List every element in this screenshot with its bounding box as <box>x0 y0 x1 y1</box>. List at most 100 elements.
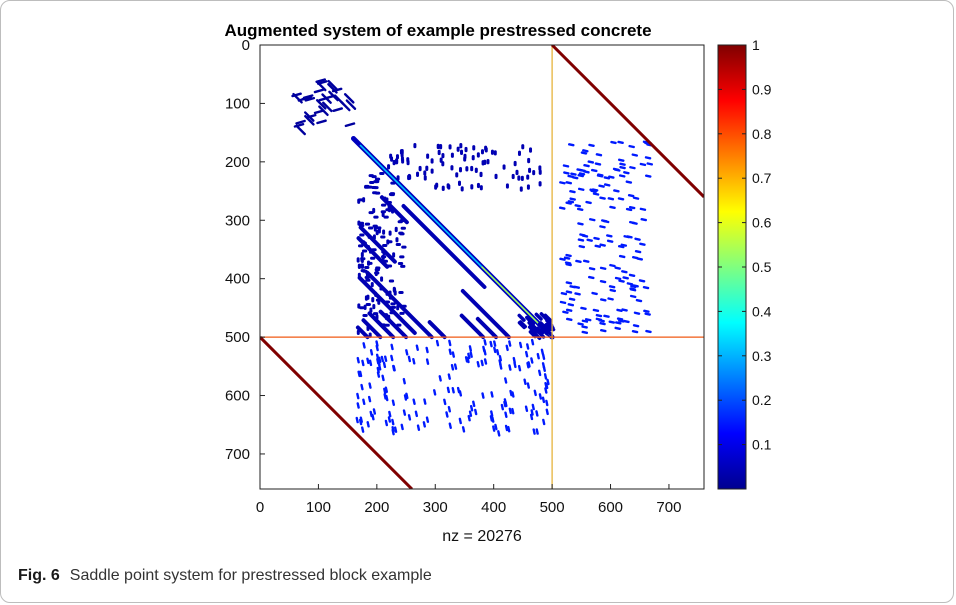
y-tick-label: 200 <box>225 154 250 171</box>
constraint-mark <box>402 425 403 429</box>
constraint-mark <box>620 175 624 176</box>
constraint-mark <box>526 352 527 356</box>
constraint-mark <box>512 392 513 396</box>
constraint-mark <box>619 198 623 199</box>
x-tick-label: 700 <box>656 499 681 516</box>
constraint-mark <box>609 198 613 199</box>
constraint-mark <box>569 144 573 145</box>
colorbar-tick-label: 0.7 <box>752 170 772 186</box>
constraint-mark <box>630 146 634 147</box>
colorbar-tick-label: 0.8 <box>752 126 772 142</box>
constraint-mark <box>536 411 537 415</box>
constraint-mark <box>520 343 521 347</box>
constraint-mark <box>623 310 627 311</box>
constraint-mark <box>382 357 383 361</box>
constraint-mark <box>581 308 585 309</box>
constraint-mark <box>485 359 486 363</box>
constraint-mark <box>409 357 410 361</box>
constraint-mark <box>646 314 650 315</box>
constraint-mark <box>569 176 573 177</box>
constraint-mark <box>505 413 506 417</box>
constraint-mark <box>392 345 393 349</box>
constraint-mark <box>622 271 626 272</box>
constraint-mark <box>583 332 587 333</box>
constraint-mark <box>636 251 640 252</box>
constraint-mark <box>506 426 507 430</box>
constraint-mark <box>614 169 618 170</box>
constraint-mark <box>532 410 533 414</box>
constraint-mark <box>560 259 564 260</box>
constraint-mark <box>616 278 620 279</box>
constraint-mark <box>630 207 634 208</box>
x-tick-label: 200 <box>364 499 389 516</box>
constraint-mark <box>583 150 587 151</box>
constraint-mark <box>560 208 564 209</box>
constraint-mark <box>377 346 378 350</box>
caption-text: Saddle point system for prestressed bloc… <box>70 567 432 584</box>
constraint-mark <box>437 341 438 345</box>
colorbar-tick-label: 0.9 <box>752 81 772 97</box>
constraint-mark <box>424 400 425 404</box>
constraint-mark <box>406 394 407 398</box>
constraint-mark <box>494 348 495 352</box>
constraint-mark <box>569 201 573 202</box>
constraint-mark <box>600 226 604 227</box>
constraint-mark <box>630 275 634 276</box>
constraint-mark <box>543 363 544 367</box>
y-tick-label: 700 <box>225 446 250 463</box>
constraint-mark <box>579 240 583 241</box>
constraint-mark <box>601 281 605 282</box>
constraint-mark <box>571 174 575 175</box>
constraint-mark <box>570 299 574 300</box>
y-tick-label: 400 <box>225 271 250 288</box>
constraint-mark <box>371 350 372 354</box>
constraint-mark <box>450 424 451 428</box>
constraint-mark <box>594 310 598 311</box>
spy-plot-figure: Augmented system of example prestressed … <box>0 0 956 560</box>
constraint-mark <box>646 331 650 332</box>
constraint-mark <box>567 182 571 183</box>
constraint-mark <box>590 219 594 220</box>
constraint-mark <box>641 164 645 165</box>
constraint-mark <box>434 390 435 394</box>
constraint-mark <box>484 350 485 354</box>
constraint-mark <box>605 184 609 185</box>
constraint-mark <box>597 315 601 316</box>
constraint-mark <box>589 162 593 163</box>
constraint-mark <box>543 355 544 359</box>
constraint-mark <box>578 209 582 210</box>
constraint-mark <box>609 298 613 299</box>
constraint-mark <box>449 375 450 379</box>
colorbar-tick-label: 0.1 <box>752 437 772 453</box>
constraint-mark <box>545 388 546 392</box>
constraint-mark <box>470 346 471 350</box>
constraint-mark <box>370 384 371 388</box>
constraint-mark <box>580 246 584 247</box>
constraint-mark <box>627 182 631 183</box>
constraint-mark <box>357 418 358 422</box>
constraint-mark <box>532 340 533 344</box>
constraint-mark <box>589 277 593 278</box>
constraint-mark <box>369 397 370 401</box>
constraint-mark <box>528 384 529 388</box>
constraint-mark <box>455 365 456 369</box>
constraint-mark <box>648 163 652 164</box>
constraint-mark <box>546 401 547 405</box>
x-tick-label: 100 <box>306 499 331 516</box>
constraint-mark <box>601 330 605 331</box>
constraint-mark <box>406 350 407 354</box>
constraint-mark <box>507 346 508 350</box>
constraint-mark <box>509 342 510 346</box>
constraint-mark <box>633 331 637 332</box>
constraint-mark <box>573 177 577 178</box>
constraint-mark <box>596 164 600 165</box>
constraint-mark <box>391 356 392 360</box>
constraint-mark <box>563 312 567 313</box>
constraint-mark <box>509 365 510 369</box>
constraint-mark <box>616 328 620 329</box>
constraint-mark <box>564 165 568 166</box>
constraint-mark <box>637 300 641 301</box>
constraint-mark <box>389 412 390 416</box>
constraint-mark <box>634 198 638 199</box>
constraint-mark <box>624 172 628 173</box>
